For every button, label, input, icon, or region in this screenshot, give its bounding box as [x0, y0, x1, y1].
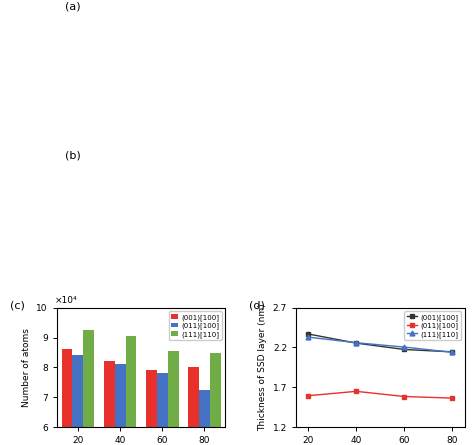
- (011)[100]: [401, 394, 407, 399]
- Line: (011)[100]: (011)[100]: [306, 389, 455, 400]
- (001)[100]: [305, 331, 311, 336]
- Bar: [73, 356, 83, 445]
- Bar: [199, 390, 210, 445]
- Text: (a): (a): [65, 1, 81, 12]
- Bar: [115, 364, 126, 445]
- Bar: [62, 349, 73, 445]
- Bar: [146, 370, 157, 445]
- (001)[100]: [450, 349, 456, 355]
- (011)[100]: [450, 396, 456, 401]
- Text: (b): (b): [65, 151, 81, 161]
- Text: (c): (c): [9, 300, 25, 311]
- (111)[110]: [305, 335, 311, 340]
- (001)[100]: [401, 347, 407, 352]
- Bar: [83, 330, 94, 445]
- Y-axis label: Number of atoms: Number of atoms: [22, 328, 31, 407]
- Legend: (001)[100], (011)[100], (111)[110]: (001)[100], (011)[100], (111)[110]: [404, 311, 461, 340]
- Bar: [188, 368, 199, 445]
- Line: (111)[110]: (111)[110]: [306, 335, 455, 355]
- (001)[100]: [354, 340, 359, 346]
- (111)[110]: [354, 340, 359, 345]
- (111)[110]: [401, 344, 407, 350]
- (011)[100]: [354, 388, 359, 394]
- Bar: [126, 336, 137, 445]
- Bar: [157, 373, 168, 445]
- Text: (d): (d): [249, 300, 265, 311]
- Line: (001)[100]: (001)[100]: [306, 332, 455, 354]
- Y-axis label: Thickness of SSD layer (nm): Thickness of SSD layer (nm): [258, 303, 267, 431]
- Legend: (001)[100], (011)[100], (111)[110]: (001)[100], (011)[100], (111)[110]: [169, 311, 222, 340]
- Bar: [210, 353, 221, 445]
- (011)[100]: [305, 393, 311, 398]
- Bar: [104, 361, 115, 445]
- (111)[110]: [450, 350, 456, 355]
- Bar: [168, 351, 179, 445]
- Text: ×10⁴: ×10⁴: [55, 296, 78, 305]
